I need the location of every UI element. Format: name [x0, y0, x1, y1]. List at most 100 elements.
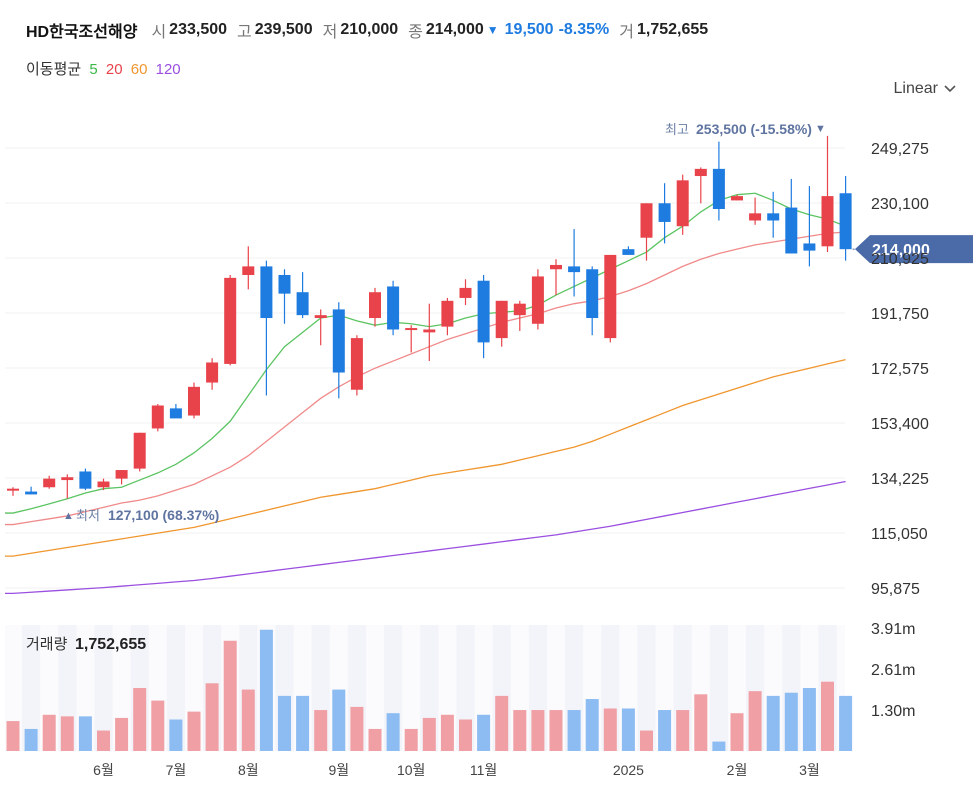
- ma-20-label: 20: [105, 61, 123, 78]
- x-axis-label: 3월: [799, 762, 820, 778]
- volume-bar: [567, 710, 581, 751]
- candle: [133, 432, 146, 472]
- candle: [550, 259, 562, 296]
- volume-bar: [6, 721, 20, 751]
- x-axis-label: 2월: [727, 762, 748, 778]
- down-arrow-icon: ▼: [486, 23, 499, 37]
- volume-panel-label: 거래량: [26, 636, 68, 653]
- candle: [188, 382, 200, 419]
- price-tick-label: 191,750: [871, 306, 929, 323]
- candle: [459, 279, 472, 306]
- candle-body: [803, 243, 816, 251]
- candle: [350, 335, 363, 396]
- volume-bar: [748, 691, 762, 751]
- price-header: HD한국조선해양 시 233,500 고 239,500 저 210,000 종…: [26, 18, 718, 42]
- volume-bar: [531, 710, 545, 751]
- volume-bar: [802, 688, 816, 751]
- candle: [296, 272, 309, 319]
- volume-column-band: [94, 625, 113, 751]
- ma-5-line: [5, 192, 846, 514]
- candle: [803, 186, 816, 267]
- candle-body: [586, 269, 599, 319]
- x-axis-label: 7월: [166, 762, 187, 778]
- ma-120-line: [5, 480, 846, 595]
- volume-bar: [332, 689, 346, 751]
- close-value: 214,000: [425, 21, 484, 38]
- x-axis-label: 2025: [613, 762, 644, 778]
- change-value: 19,500: [504, 21, 554, 38]
- candle-body: [749, 213, 762, 221]
- volume-bar: [784, 692, 798, 751]
- candle-body: [314, 315, 327, 319]
- candle: [97, 478, 110, 491]
- candle: [676, 174, 689, 235]
- candle: [531, 269, 544, 330]
- candle-body: [839, 193, 852, 250]
- candle-body: [785, 207, 798, 254]
- candle-body: [640, 203, 653, 238]
- candle-body: [151, 405, 164, 429]
- candle-body: [387, 286, 400, 330]
- candle-body: [79, 471, 92, 489]
- candle: [640, 203, 653, 261]
- candle-body: [405, 328, 418, 331]
- candle: [405, 325, 418, 353]
- candle: [821, 135, 834, 253]
- candle-body: [622, 249, 635, 255]
- candle-body: [604, 254, 617, 339]
- current-price-tag: [855, 235, 973, 264]
- candle: [694, 167, 707, 204]
- volume-column-band: [22, 625, 41, 751]
- volume-bar: [133, 688, 147, 751]
- candle-body: [731, 196, 743, 201]
- candle-body: [7, 488, 19, 491]
- candle: [61, 474, 74, 499]
- price-tick-label: 230,100: [871, 196, 929, 213]
- candle-body: [169, 408, 182, 419]
- candle-body: [676, 180, 689, 227]
- price-tick-label: 210,925: [871, 251, 929, 268]
- volume-bar: [621, 708, 635, 751]
- candle: [206, 358, 219, 390]
- volume-tick-label: 2.61m: [871, 662, 915, 679]
- candle-body: [278, 274, 291, 294]
- scale-toggle-button[interactable]: Linear: [894, 80, 956, 98]
- volume-bar: [97, 730, 110, 751]
- candle-body: [459, 287, 472, 298]
- candle: [278, 269, 291, 324]
- max-price-value: 253,500 (-15.58%): [696, 121, 812, 137]
- volume-bar: [658, 710, 672, 751]
- volume-tick-label: 3.91m: [871, 621, 915, 638]
- candle-body: [658, 203, 671, 222]
- volume-bar: [676, 710, 690, 751]
- volume-bar: [549, 710, 563, 751]
- candle: [7, 487, 19, 496]
- volume-panel-value: 1,752,655: [75, 636, 146, 653]
- volume-bar: [386, 713, 400, 751]
- candle: [586, 266, 599, 336]
- candle: [477, 274, 490, 359]
- candle: [731, 194, 743, 201]
- volume-column-band: [637, 625, 656, 751]
- candle-body: [260, 266, 273, 319]
- volume-bar: [585, 699, 599, 751]
- volume-bar: [115, 717, 129, 751]
- price-tick-label: 172,575: [871, 361, 929, 378]
- candle: [115, 470, 128, 485]
- candle-body: [97, 481, 110, 488]
- candle-body: [441, 300, 454, 327]
- volume-bar: [259, 629, 273, 751]
- candle-body: [133, 432, 146, 469]
- candle-body: [61, 477, 74, 481]
- volume-bar: [223, 640, 237, 751]
- min-price-label: 최저: [76, 508, 100, 523]
- candle-body: [25, 491, 38, 495]
- candle-body: [767, 213, 780, 221]
- candle: [169, 404, 182, 419]
- candle: [658, 183, 671, 244]
- price-tick-label: 153,400: [871, 416, 929, 433]
- candle: [622, 246, 635, 255]
- x-axis-label: 11월: [470, 762, 497, 778]
- volume-bar: [296, 695, 310, 751]
